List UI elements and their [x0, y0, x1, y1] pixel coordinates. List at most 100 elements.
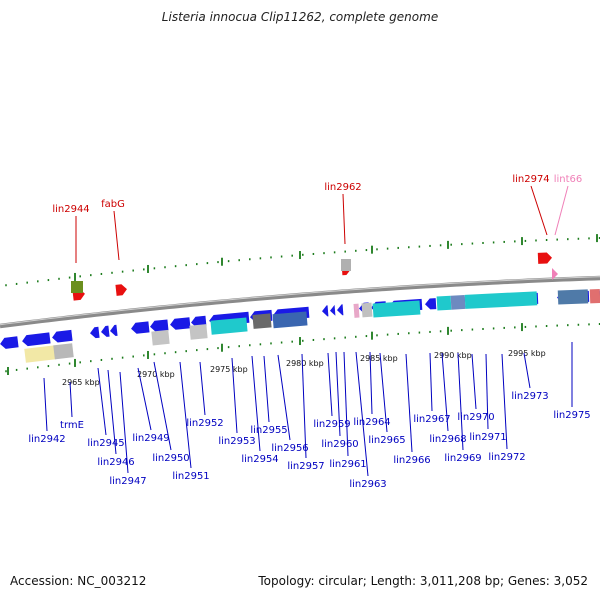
reverse-label-leader: [43, 377, 48, 432]
forward-label-leader: [530, 185, 548, 236]
gene-label-lin2971[interactable]: lin2971: [469, 432, 506, 443]
gene-label-lin2942[interactable]: lin2942: [28, 434, 65, 445]
reverse-label-leader: [457, 352, 464, 451]
gene-reverse-arrow[interactable]: [51, 329, 73, 343]
feature-block[interactable]: [151, 329, 170, 346]
scale-label: 2985 kbp: [360, 354, 398, 363]
gene-reverse-arrow[interactable]: [21, 332, 51, 347]
page-title: Listeria innocua Clip11262, complete gen…: [161, 10, 439, 24]
gene-label-lin2953[interactable]: lin2953: [218, 436, 255, 447]
upper-tick-track-dot: [439, 244, 442, 247]
gene-reverse-arrow[interactable]: [330, 304, 336, 316]
reverse-label-leader: [429, 352, 433, 412]
reverse-label-leader: [301, 353, 307, 459]
feature-block[interactable]: [589, 289, 600, 304]
gene-reverse-arrow[interactable]: [0, 336, 19, 349]
gene-reverse-arrow[interactable]: [89, 326, 100, 339]
cds-block[interactable]: [464, 291, 538, 309]
gene-label-lin2960[interactable]: lin2960: [321, 439, 358, 450]
gene-label-lin2957[interactable]: lin2957: [287, 461, 324, 472]
gene-label-lin2952[interactable]: lin2952: [186, 418, 223, 429]
gene-reverse-arrow[interactable]: [130, 321, 150, 334]
gene-label-trmE[interactable]: trmE: [60, 420, 84, 431]
feature-block[interactable]: [252, 313, 272, 329]
gene-label-lin2975[interactable]: lin2975: [553, 410, 590, 421]
feature-block[interactable]: [557, 289, 589, 305]
upper-tick-track-dot: [5, 284, 7, 287]
upper-tick-track-dot: [90, 274, 92, 277]
gene-label-lin2961[interactable]: lin2961: [329, 459, 366, 470]
upper-tick-track-dot: [492, 241, 495, 244]
gene-label-lin2969[interactable]: lin2969: [444, 453, 481, 464]
gene-label-lin2964[interactable]: lin2964: [353, 417, 390, 428]
lower-tick-track-dot: [280, 341, 283, 344]
lower-major-tick: [7, 366, 9, 375]
gene-label-lin2946[interactable]: lin2946: [97, 457, 134, 468]
reverse-label-leader: [485, 353, 489, 430]
scale-label: 2990 kbp: [434, 351, 472, 360]
cds-block[interactable]: [372, 300, 421, 318]
scale-label: 2980 kbp: [286, 359, 324, 368]
gene-label-lin2944[interactable]: lin2944: [52, 204, 89, 215]
gene-label-lin2973[interactable]: lin2973: [511, 391, 548, 402]
gene-reverse-arrow[interactable]: [100, 325, 110, 338]
gene-reverse-arrow[interactable]: [170, 317, 191, 330]
gene-label-lin2970[interactable]: lin2970: [457, 412, 494, 423]
gene-label-lin2947[interactable]: lin2947: [109, 476, 146, 487]
gene-label-lin2956[interactable]: lin2956: [271, 443, 308, 454]
gene-reverse-arrow[interactable]: [322, 305, 329, 317]
lower-tick-track-dot: [143, 354, 145, 357]
gene-reverse-arrow[interactable]: [149, 319, 169, 332]
gene-label-lin2949[interactable]: lin2949: [132, 433, 169, 444]
gene-label-lin2959[interactable]: lin2959: [313, 419, 350, 430]
lower-major-tick: [371, 331, 373, 340]
reverse-label-leader: [69, 381, 73, 418]
gene-label-lin2950[interactable]: lin2950: [152, 453, 189, 464]
gene-lin2974-arrow[interactable]: [537, 252, 552, 264]
gene-label-lint66[interactable]: lint66: [554, 174, 583, 185]
cds-block[interactable]: [210, 317, 248, 335]
feature-block[interactable]: [24, 345, 56, 363]
gene-label-lin2962[interactable]: lin2962: [324, 182, 361, 193]
reverse-label-leader: [153, 361, 172, 451]
lower-tick-track-dot: [503, 326, 505, 329]
gene-reverse-arrow[interactable]: [337, 304, 344, 316]
lower-tick-track-dot: [588, 323, 590, 326]
lower-tick-track-dot: [408, 332, 410, 335]
feature-block[interactable]: [361, 302, 373, 318]
lower-tick-track-dot: [37, 366, 39, 369]
feature-block[interactable]: [53, 343, 74, 360]
gene-label-lin2974[interactable]: lin2974: [512, 174, 549, 185]
upper-tick-track-dot: [482, 241, 484, 244]
upper-tick-track-dot: [397, 246, 399, 249]
gene-label-lin2951[interactable]: lin2951: [172, 471, 209, 482]
feature-block[interactable]: [353, 303, 360, 318]
lower-tick-track-dot: [333, 337, 336, 340]
upper-tick-track-dot: [249, 258, 251, 261]
gene-label-lin2968[interactable]: lin2968: [429, 434, 466, 445]
upper-tick-track-dot: [545, 239, 548, 242]
feature-block[interactable]: [189, 324, 208, 340]
gene-label-lin2945[interactable]: lin2945: [87, 438, 124, 449]
lower-tick-track-dot: [450, 329, 452, 332]
gene-label-lin2972[interactable]: lin2972: [488, 452, 525, 463]
gene-label-lin2963[interactable]: lin2963: [349, 479, 386, 490]
feature-block[interactable]: [450, 294, 466, 310]
gene-label-lin2954[interactable]: lin2954: [241, 454, 278, 465]
feature-block[interactable]: [272, 311, 308, 329]
reverse-label-leader: [137, 367, 152, 431]
cds-block[interactable]: [436, 295, 452, 311]
gene-label-lin2955[interactable]: lin2955: [250, 425, 287, 436]
reverse-label-leader: [107, 369, 117, 455]
trna-marker: [71, 281, 83, 293]
gene-label-lin2965[interactable]: lin2965: [368, 435, 405, 446]
gene-reverse-arrow[interactable]: [425, 298, 437, 310]
gene-reverse-arrow[interactable]: [109, 324, 118, 337]
gene-lint66-arrow[interactable]: [552, 268, 558, 280]
gene-label-lin2967[interactable]: lin2967: [413, 414, 450, 425]
lower-tick-track-dot: [5, 370, 7, 373]
gene-fabG-arrow[interactable]: [115, 284, 127, 296]
gene-label-lin2966[interactable]: lin2966: [393, 455, 430, 466]
gene-label-fabG[interactable]: fabG: [101, 199, 125, 210]
